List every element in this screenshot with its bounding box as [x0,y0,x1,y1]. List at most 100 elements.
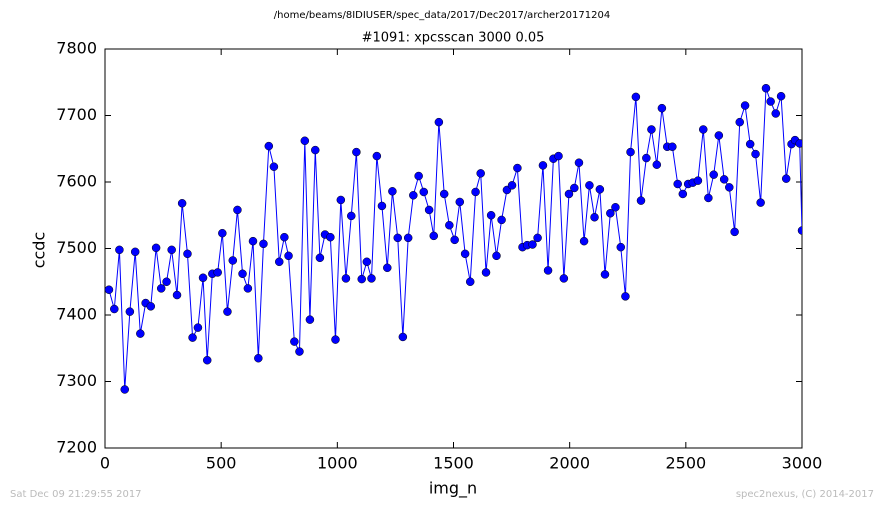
data-point [668,142,677,152]
data-point [595,185,605,194]
data-point [574,158,584,167]
data-point [611,203,620,212]
y-tick-label: 7200 [56,438,97,457]
data-point [388,187,397,196]
data-point [290,337,299,346]
data-point [673,179,682,189]
data-point [264,141,274,151]
data-point [377,201,387,211]
data-point [146,302,156,311]
data-point [776,91,786,101]
data-point [781,174,791,183]
y-tick-label: 7300 [56,371,97,390]
data-point [751,149,760,159]
data-point [383,263,392,273]
data-point [528,240,537,249]
data-point [398,332,408,342]
data-point [507,181,517,190]
data-point [590,212,599,222]
data-point [725,183,734,192]
data-point [177,199,187,208]
data-point [771,109,780,118]
data-point [735,117,744,127]
data-point [606,209,615,218]
data-point [336,195,346,205]
data-point [450,235,459,245]
data-point [719,175,729,184]
data-point [300,136,310,146]
data-point [213,268,222,277]
data-point [585,181,594,190]
data-point [699,125,708,134]
data-point [352,147,361,157]
data-point [543,266,553,275]
data-layer [105,83,802,394]
data-point [579,236,589,246]
data-point [233,205,242,215]
data-point [471,187,480,197]
footer-left: Sat Dec 09 21:29:55 2017 [10,489,142,500]
data-point [115,245,124,255]
data-point [693,176,703,185]
data-point [429,231,439,241]
data-point [554,151,563,161]
x-tick-label: 1000 [317,454,358,473]
data-point [709,170,718,179]
data-point [409,191,418,200]
data-point [347,211,356,221]
x-tick-label: 2000 [549,454,590,473]
data-point [626,147,635,157]
data-point [460,249,470,259]
data-point [315,253,325,263]
data-point [631,92,641,102]
data-point [564,189,574,199]
data-point [243,284,253,293]
data-point [341,274,351,283]
data-point [172,290,182,300]
data-point [678,189,688,199]
data-point [559,274,569,283]
data-point [254,353,263,363]
x-tick-label: 3000 [782,454,823,473]
data-point [766,97,775,106]
data-point [714,131,724,140]
data-point [228,256,238,265]
data-point [730,227,739,237]
data-point [248,236,258,246]
x-tick-label: 500 [206,454,237,473]
data-point [105,285,114,294]
data-point [311,145,320,155]
data-point [120,385,129,394]
data-point [295,347,304,356]
y-axis-label: ccdc [30,232,49,269]
y-tick-label: 7700 [56,105,97,124]
data-point [259,239,268,249]
data-point [372,151,382,161]
data-point [761,83,771,93]
data-point [642,153,651,163]
footer-right: spec2nexus, (C) 2014-2017 [736,489,874,500]
x-tick-label: 2500 [665,454,706,473]
data-point [193,323,203,332]
data-point [403,233,413,243]
data-point [652,160,662,169]
data-point [513,163,522,173]
data-point [616,242,626,252]
data-point [362,257,372,267]
data-point [439,189,449,199]
data-point [492,251,501,261]
data-point [305,315,315,324]
data-point [269,162,279,171]
suptitle: /home/beams/8IDIUSER/spec_data/2017/Dec2… [274,10,610,21]
data-point [183,249,192,259]
data-point [486,211,496,220]
data-point [275,257,284,267]
data-point [657,103,667,113]
data-point [745,139,755,149]
data-point [533,233,542,243]
data-point [284,251,293,261]
data-point [647,125,656,134]
data-point [481,268,491,277]
data-point [223,307,232,316]
